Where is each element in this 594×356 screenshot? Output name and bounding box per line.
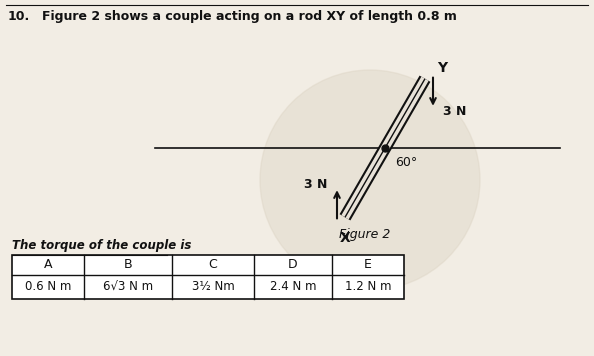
- Text: 1.2 N m: 1.2 N m: [345, 281, 391, 293]
- Text: A: A: [44, 258, 52, 272]
- Bar: [12, 255, 404, 299]
- Text: C: C: [208, 258, 217, 272]
- Text: 3 N: 3 N: [304, 178, 327, 191]
- Text: Figure 2 shows a couple acting on a rod XY of length 0.8 m: Figure 2 shows a couple acting on a rod …: [42, 10, 457, 23]
- Text: X: X: [340, 231, 350, 245]
- Text: 3½ Nm: 3½ Nm: [192, 281, 235, 293]
- Text: 60°: 60°: [395, 156, 417, 169]
- Text: The torque of the couple is: The torque of the couple is: [12, 239, 191, 252]
- Text: B: B: [124, 258, 132, 272]
- Text: 3 N: 3 N: [443, 105, 466, 118]
- Text: 6√3 N m: 6√3 N m: [103, 281, 153, 293]
- Text: 10.: 10.: [8, 10, 30, 23]
- Text: 2.4 N m: 2.4 N m: [270, 281, 316, 293]
- Text: Y: Y: [437, 61, 447, 75]
- Text: E: E: [364, 258, 372, 272]
- Text: 0.6 N m: 0.6 N m: [25, 281, 71, 293]
- Text: D: D: [288, 258, 298, 272]
- Text: Figure 2: Figure 2: [339, 228, 391, 241]
- Circle shape: [260, 70, 480, 290]
